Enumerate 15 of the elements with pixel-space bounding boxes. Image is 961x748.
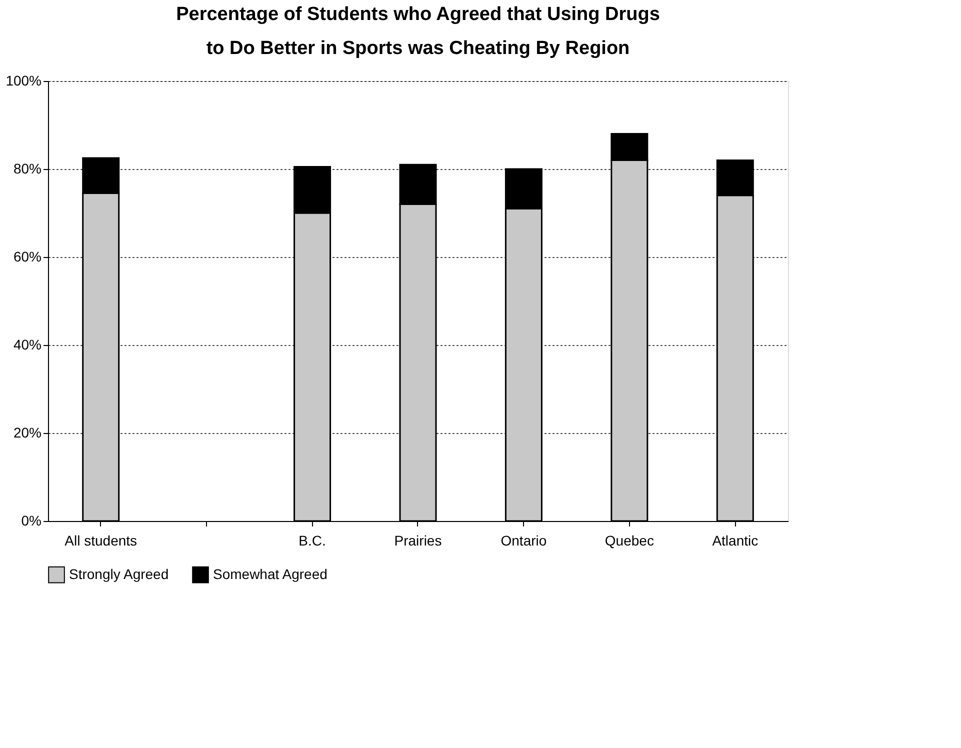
y-tick-label: 100% bbox=[6, 72, 42, 88]
x-tick-label: Prairies bbox=[394, 532, 442, 548]
y-tick-label: 80% bbox=[13, 160, 42, 176]
chart-title: Percentage of Students who Agreed that Using Drugs to Do Better in Sports was Cheating By Region bbox=[176, 4, 660, 59]
y-tick-label: 40% bbox=[13, 336, 42, 352]
x-tick-label: Quebec bbox=[604, 532, 654, 548]
y-tick-label: 0% bbox=[21, 512, 42, 528]
y-tick-label: 60% bbox=[13, 248, 42, 264]
x-tick-label: Ontario bbox=[500, 532, 547, 548]
legend-label: Strongly Agreed bbox=[69, 566, 169, 582]
x-tick-label: Atlantic bbox=[712, 532, 758, 548]
x-tick-label: B.C. bbox=[298, 532, 326, 548]
legend-label: Somewhat Agreed bbox=[213, 566, 328, 582]
y-tick-label: 20% bbox=[13, 424, 42, 440]
x-tick-label: All students bbox=[64, 532, 138, 548]
